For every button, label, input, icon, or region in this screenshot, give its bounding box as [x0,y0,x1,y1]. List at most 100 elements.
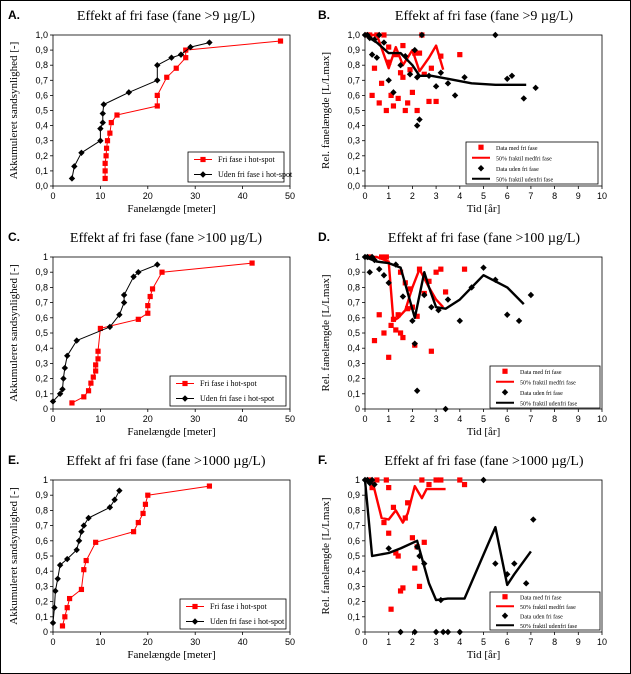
y-tick-label: 0,2 [347,151,360,161]
data-point [397,62,404,69]
legend-marker [478,144,484,150]
x-tick-label: 1 [386,191,391,201]
data-point [406,71,414,78]
data-point [68,175,76,182]
data-point [81,394,87,400]
data-point [383,254,389,260]
data-point [428,348,434,354]
panel-letter: B. [318,8,330,22]
legend-marker [199,171,207,178]
data-point [395,95,401,102]
y-tick-label: 0,1 [347,166,360,176]
data-point [426,98,432,105]
data-point [419,477,425,483]
x-axis-label: Fanelængde [meter] [127,649,215,661]
legend: Fri fase i hot-spot Uden fri fase i hot-s… [179,598,287,630]
data-point [73,546,80,554]
x-tick-label: 9 [576,191,581,201]
data-point [73,337,80,344]
data-point [135,269,142,276]
y-tick-label: 0,6 [347,536,360,546]
y-tick-label: 0,9 [35,267,48,277]
data-point [480,264,487,271]
data-point [164,74,170,80]
data-point [80,522,88,529]
data-point [397,70,404,76]
data-point [440,628,447,636]
x-tick-label: 6 [505,637,510,647]
x-tick-label: 50 [285,637,295,647]
data-point [444,80,452,87]
x-tick-label: 2 [410,637,415,647]
legend: Data med fri fase 50% fraktil medfri fase… [489,365,601,409]
data-point [103,145,110,151]
data-point [416,50,423,56]
data-point [397,628,404,636]
data-point [100,101,107,108]
y-tick-label: 0,5 [35,551,48,561]
y-tick-label: 0 [355,404,360,414]
data-point [51,604,58,611]
data-point [532,84,539,92]
y-tick-label: 0,9 [35,490,48,500]
y-tick-label: 1 [43,252,48,262]
y-tick-label: 0,4 [35,121,48,131]
y-tick-label: 0,8 [347,60,360,70]
series-uden-fri-fase-i-hot-spot [49,487,123,627]
data-point [451,92,459,99]
x-tick-label: 6 [505,191,510,201]
x-tick-label: 0 [50,414,55,424]
data-point [522,580,530,587]
x-tick-label: 3 [434,414,439,424]
data-point [395,553,401,559]
legend-marker [182,380,188,387]
x-tick-label: 40 [238,191,248,201]
data-point [378,254,385,260]
data-point [421,71,427,77]
data-point [168,54,175,61]
x-tick-label: 4 [457,414,462,424]
data-point [97,137,104,144]
legend-label: Fri fase i hot-spot [200,379,257,388]
data-point [511,560,518,567]
y-tick-label: 1,0 [347,30,360,40]
y-tick-label: 0 [43,404,48,414]
data-point [71,163,78,170]
data-point [456,317,463,325]
data-point [130,273,137,280]
data-point [393,550,399,556]
legend-label: 50% fraktil medfri fase [520,604,576,611]
data-point [411,340,418,347]
data-point [106,323,114,331]
x-tick-label: 20 [143,191,153,201]
x-tick-label: 30 [190,191,200,201]
legend-label: Fri fase i hot-spot [210,602,267,611]
legend-box [489,591,601,631]
legend-marker [502,368,508,374]
x-tick-label: 3 [434,191,439,201]
data-point [393,327,399,333]
x-tick-label: 7 [528,414,533,424]
legend-marker [502,594,508,600]
data-point [154,261,161,268]
x-tick-label: 9 [576,637,581,647]
data-point [116,311,123,318]
y-tick-label: 0,8 [35,60,48,70]
x-tick-label: 5 [481,191,486,201]
y-axis-label: Rel. fanelængde [L/Lmax] [320,275,332,392]
legend-marker [501,612,509,619]
data-point [438,477,444,483]
legend: Data med fri fase 50% fraktil medfri fase… [489,591,601,631]
y-tick-label: 0,7 [347,75,360,85]
legend-marker [192,603,198,610]
y-tick-label: 0,5 [35,106,48,116]
data-point [461,266,468,272]
data-point [400,334,406,341]
x-tick-label: 8 [552,414,557,424]
panel-letter: F. [318,453,327,467]
data-point [147,293,153,300]
data-point [102,175,108,182]
x-axis-label: Fanelængde [meter] [127,426,215,438]
data-point [183,55,189,61]
legend-box [489,365,601,409]
